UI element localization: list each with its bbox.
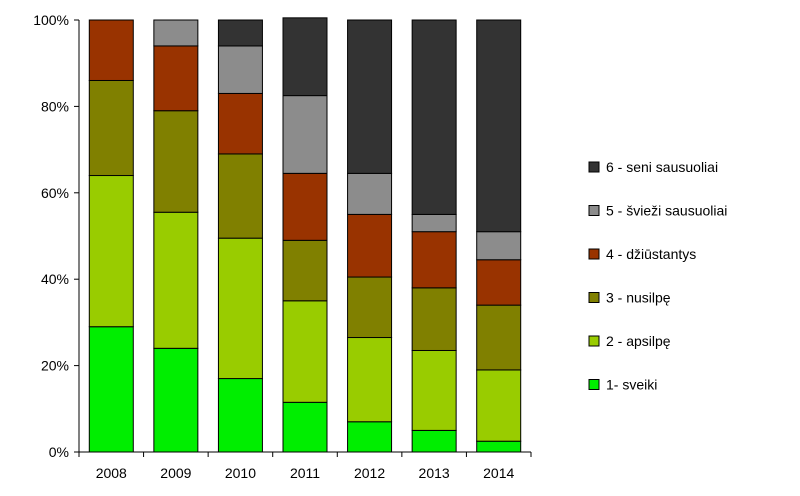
bar-segment-2008-s1 <box>88 326 134 453</box>
bar-segment-2011-s2 <box>282 300 328 403</box>
legend-swatch-s2 <box>588 335 600 347</box>
bar-segment-2013-s2 <box>411 349 457 431</box>
x-tick-label-2012: 2012 <box>354 465 385 481</box>
bar-segment-2012-s5 <box>347 172 393 215</box>
legend-label-s4: 4 - džiūstantys <box>606 246 696 262</box>
x-tick-label-2013: 2013 <box>419 465 450 481</box>
bar-segment-2012-s2 <box>347 337 393 423</box>
bar-segment-2012-s3 <box>347 276 393 339</box>
x-tick-label-2011: 2011 <box>290 465 320 481</box>
bar-segment-2010-s3 <box>217 153 263 239</box>
bar-segment-2008-s3 <box>88 79 134 177</box>
bar-segment-2014-s2 <box>476 369 522 442</box>
x-tick-label-2010: 2010 <box>225 465 256 481</box>
bar-segment-2013-s3 <box>411 287 457 351</box>
bar-segment-2013-s5 <box>411 213 457 233</box>
bar-segment-2011-s1 <box>282 401 328 453</box>
bar-segment-2014-s1 <box>476 440 522 453</box>
y-tick-label: 60% <box>41 185 69 201</box>
bar-segment-2008-s4 <box>88 19 134 81</box>
bar-segment-2014-s3 <box>476 304 522 371</box>
bar-segment-2010-s1 <box>217 378 263 453</box>
y-tick-label: 40% <box>41 271 69 287</box>
bar-segment-2012-s4 <box>347 213 393 278</box>
y-tick-label: 20% <box>41 358 69 374</box>
bar-segment-2013-s4 <box>411 231 457 289</box>
legend-label-s6: 6 - seni sausuoliai <box>606 159 718 175</box>
bar-segment-2012-s1 <box>347 421 393 453</box>
bar-segment-2011-s6 <box>282 17 328 97</box>
bar-segment-2012-s6 <box>347 19 393 174</box>
bar-segment-2010-s5 <box>217 45 263 94</box>
bar-segment-2009-s2 <box>153 211 199 349</box>
x-tick-label-2014: 2014 <box>483 465 514 481</box>
axes: 2008 2009 2010 2011 2012 2013 2014 0% 20% 40% 60% 8… <box>33 12 532 481</box>
legend-swatch-s1 <box>588 379 600 390</box>
bar-segment-2009-s4 <box>153 45 199 112</box>
bar-segment-2009-s1 <box>153 347 199 453</box>
bar-segment-2010-s4 <box>217 92 263 155</box>
bars-layer <box>88 17 522 453</box>
bar-segment-2014-s6 <box>476 19 522 233</box>
legend-swatch-s5 <box>588 205 600 216</box>
bar-segment-2010-s6 <box>217 19 263 47</box>
bar-segment-2011-s3 <box>282 239 328 302</box>
legend-swatch-s6 <box>588 161 600 173</box>
legend-swatch-s4 <box>588 248 600 260</box>
legend: 6 - seni sausuoliai 5 - švieži sausuoliai… <box>588 159 727 393</box>
bar-segment-2008-s2 <box>88 175 134 328</box>
legend-label-s3: 3 - nusilpę <box>606 290 671 306</box>
bar-segment-2011-s5 <box>282 95 328 174</box>
bar-segment-2013-s1 <box>411 429 457 453</box>
bar-segment-2011-s4 <box>282 172 328 241</box>
y-tick-label: 80% <box>41 98 69 114</box>
legend-label-s5: 5 - švieži sausuoliai <box>606 203 727 219</box>
bar-segment-2010-s2 <box>217 237 263 380</box>
x-tick-label-2008: 2008 <box>96 465 127 481</box>
bar-segment-2014-s5 <box>476 231 522 261</box>
bar-segment-2014-s4 <box>476 259 522 306</box>
bar-segment-2009-s5 <box>153 19 199 47</box>
legend-swatch-s3 <box>588 292 600 303</box>
legend-label-s2: 2 - apsilpę <box>606 333 671 349</box>
x-tick-label-2009: 2009 <box>160 465 191 481</box>
y-tick-label: 100% <box>33 12 69 28</box>
y-tick-label: 0% <box>49 444 69 460</box>
bar-segment-2013-s6 <box>411 19 457 215</box>
bar-segment-2009-s3 <box>153 110 199 213</box>
legend-label-s1: 1- sveiki <box>606 377 657 393</box>
